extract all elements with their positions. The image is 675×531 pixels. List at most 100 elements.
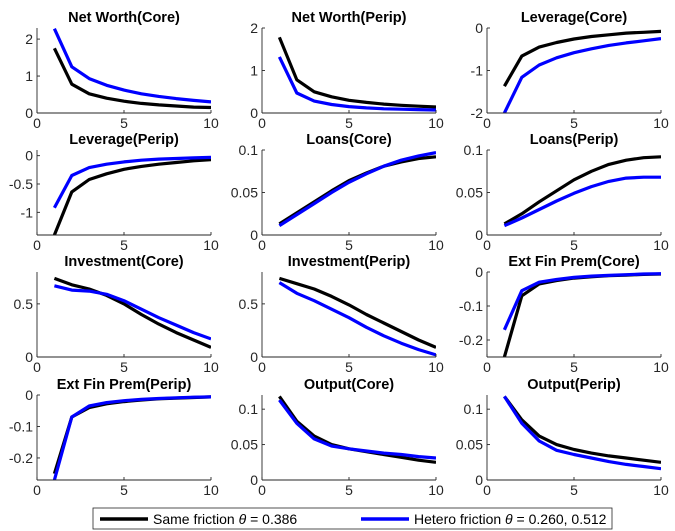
x-tick-label: 0 (33, 115, 41, 131)
panel: 0 5 10 0 0.05 0.1 Loans(Perip) (456, 132, 669, 253)
panel-title: Ext Fin Prem(Perip) (57, 377, 192, 393)
series-line-hetero-friction (278, 151, 436, 228)
plot-area (262, 395, 436, 480)
panel-title: Output(Perip) (527, 377, 621, 393)
x-tick-label: 10 (203, 482, 219, 498)
panel: 0 5 10 -0.2 -0.1 0 Ext Fin Prem(Perip) (9, 377, 219, 498)
y-tick-label: 0.5 (239, 296, 259, 312)
series-group (503, 395, 661, 471)
series-group (52, 395, 211, 480)
panel-title: Investment(Core) (64, 254, 183, 270)
panel: 0 5 10 0 0.5 Investment(Core) (14, 254, 219, 375)
x-tick-label: 0 (483, 237, 491, 253)
x-tick-label: 5 (345, 482, 353, 498)
y-tick-label: 0 (25, 387, 33, 403)
series-line-same-friction (503, 395, 661, 464)
x-tick-label: 0 (258, 115, 266, 131)
panel: 0 5 10 -1 -0.5 0 Leverage(Perip) (9, 132, 219, 253)
x-tick-label: 10 (428, 359, 444, 375)
panel: 0 5 10 0 1 2 Net Worth(Core) (25, 10, 219, 131)
series-line-hetero-friction (52, 395, 211, 480)
legend-label-same: Same friction θ = 0.386 (153, 511, 297, 527)
y-tick-label: 0 (25, 349, 33, 365)
x-tick-label: 0 (258, 482, 266, 498)
x-tick-label: 10 (203, 237, 219, 253)
x-tick-label: 5 (570, 359, 578, 375)
series-line-hetero-friction (52, 28, 211, 104)
chart-grid: 0 5 10 0 1 2 Net Worth(Core) 0 5 10 0 1 2 Net Worth(P… (9, 10, 669, 498)
y-tick-label: 2 (250, 20, 258, 36)
plot-area (262, 150, 436, 235)
y-tick-label: 0.1 (239, 401, 259, 417)
legend-label-hetero: Hetero friction θ = 0.260, 0.512 (414, 511, 607, 527)
series-line-same-friction (52, 158, 211, 235)
y-tick-label: 0 (25, 148, 33, 164)
series-group (52, 155, 211, 235)
x-tick-label: 0 (483, 359, 491, 375)
x-tick-label: 10 (653, 482, 669, 498)
plot-area (37, 272, 211, 357)
x-tick-label: 10 (428, 237, 444, 253)
x-tick-label: 5 (570, 482, 578, 498)
plot-area (487, 272, 661, 357)
panel: 0 5 10 -2 -1 0 Leverage(Core) (471, 10, 669, 131)
panel-title: Leverage(Core) (521, 10, 628, 26)
series-group (277, 36, 436, 112)
series-line-hetero-friction (54, 284, 211, 341)
y-tick-label: -0.2 (9, 450, 33, 466)
y-tick-label: 0 (475, 227, 483, 243)
y-tick-label: 0 (475, 20, 483, 36)
x-tick-label: 5 (345, 115, 353, 131)
panel: 0 5 10 0 0.05 0.1 Output(Core) (231, 377, 444, 498)
x-tick-label: 0 (33, 482, 41, 498)
series-line-hetero-friction (503, 395, 661, 471)
x-tick-label: 10 (653, 237, 669, 253)
panel-title: Output(Core) (304, 377, 394, 393)
x-tick-label: 10 (428, 115, 444, 131)
y-tick-label: 0.5 (14, 296, 34, 312)
panel-title: Net Worth(Perip) (292, 10, 407, 26)
y-tick-label: 0 (25, 105, 33, 121)
panel-title: Net Worth(Core) (68, 10, 180, 26)
panel-title: Loans(Perip) (530, 132, 619, 148)
x-tick-label: 10 (203, 359, 219, 375)
series-group (502, 272, 661, 357)
y-tick-label: 0.05 (456, 185, 483, 201)
plot-area (37, 395, 211, 480)
x-tick-label: 0 (483, 115, 491, 131)
x-tick-label: 10 (428, 482, 444, 498)
series-group (278, 276, 436, 357)
series-line-hetero-friction (502, 37, 661, 113)
y-tick-label: 1 (250, 63, 258, 79)
x-tick-label: 5 (120, 115, 128, 131)
x-tick-label: 5 (120, 482, 128, 498)
y-tick-label: 0 (250, 227, 258, 243)
x-tick-label: 5 (570, 115, 578, 131)
panel: 0 5 10 0 0.5 Investment(Perip) (239, 254, 444, 375)
series-group (53, 276, 211, 349)
panel-title: Ext Fin Prem(Core) (508, 254, 639, 270)
series-group (52, 28, 211, 110)
panel: 0 5 10 0 0.05 0.1 Loans(Core) (231, 132, 444, 253)
x-tick-label: 0 (258, 237, 266, 253)
x-tick-label: 5 (345, 359, 353, 375)
series-line-hetero-friction (503, 175, 661, 228)
y-tick-label: 0.05 (231, 437, 258, 453)
y-tick-label: 0 (250, 105, 258, 121)
panel: 0 5 10 0 1 2 Net Worth(Perip) (250, 10, 444, 131)
y-tick-label: 0 (250, 472, 258, 488)
y-tick-label: -0.1 (9, 418, 33, 434)
x-tick-label: 10 (203, 115, 219, 131)
y-tick-label: 0.1 (464, 142, 484, 158)
series-group (278, 395, 436, 464)
y-tick-label: 2 (25, 31, 33, 47)
series-line-hetero-friction (52, 155, 211, 209)
series-line-same-friction (53, 276, 211, 349)
series-line-same-friction (503, 155, 661, 226)
x-tick-label: 5 (120, 237, 128, 253)
series-line-same-friction (503, 29, 661, 88)
y-tick-label: -0.5 (9, 176, 33, 192)
plot-area (262, 272, 436, 357)
x-tick-label: 5 (120, 359, 128, 375)
